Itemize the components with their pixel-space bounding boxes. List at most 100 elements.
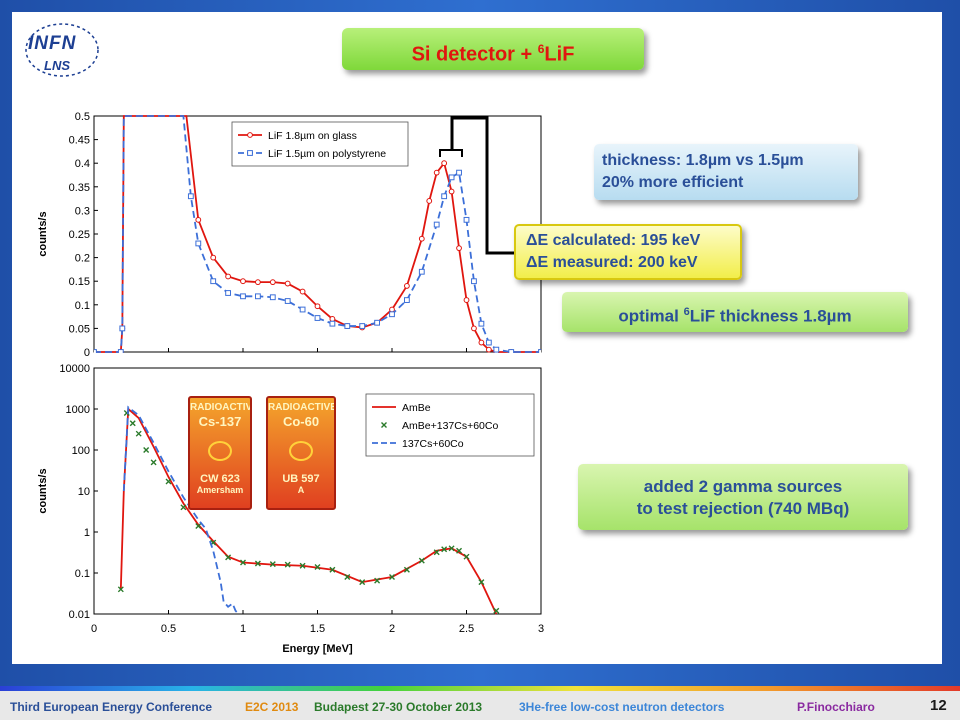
data-point <box>344 573 351 580</box>
chart-background <box>90 104 556 660</box>
data-point <box>448 174 455 181</box>
data-point <box>404 297 410 303</box>
legend-box <box>231 121 409 167</box>
logo-lns-text: LNS <box>44 58 70 73</box>
source-code: UB 597 <box>282 473 320 485</box>
thickness-line-1: thickness: 1.8µm vs 1.5µm <box>602 152 804 169</box>
data-point <box>284 280 291 287</box>
x-tick-label: 1 <box>240 623 246 635</box>
data-point <box>150 459 157 466</box>
legend-marker <box>247 132 253 138</box>
optimal-thickness-callout: optimal 6LiF thickness 1.8µm <box>562 292 908 332</box>
legend-marker <box>381 422 387 428</box>
data-point <box>433 221 440 228</box>
data-point <box>329 566 336 573</box>
y-tick-label: 0.01 <box>69 609 90 621</box>
data-point <box>433 549 440 556</box>
title-end: LiF <box>544 43 575 66</box>
y-tick-label: 0.35 <box>69 182 90 194</box>
data-point <box>117 586 124 593</box>
x-tick-label: 1.5 <box>310 623 325 635</box>
optimal-pre: optimal <box>618 306 684 326</box>
data-point <box>463 553 470 560</box>
data-point <box>403 566 410 573</box>
x-tick-label: 3 <box>538 623 544 635</box>
thickness-line-2: 20% more efficient <box>602 174 744 191</box>
data-point <box>240 559 246 566</box>
source-sub: Amersham <box>196 485 244 495</box>
x-tick-label: 0 <box>91 623 97 635</box>
gamma-line-1: added 2 gamma sources <box>643 477 843 496</box>
data-point <box>269 561 276 568</box>
data-point <box>426 198 433 204</box>
data-point <box>456 245 462 252</box>
data-point <box>180 504 187 511</box>
x-tick-label: 2.5 <box>459 623 474 635</box>
data-point <box>225 554 232 561</box>
data-point <box>441 193 448 200</box>
data-point <box>471 325 477 332</box>
footer-place: Budapest 27-30 October 2013 <box>314 700 483 714</box>
delta-e-line-2: ΔE measured: 200 keV <box>526 254 698 271</box>
optimal-post: LiF thickness 1.8µm <box>689 306 852 326</box>
radiation-ring-icon <box>208 441 232 461</box>
y-tick-label: 0 <box>84 347 90 359</box>
data-point <box>359 579 366 586</box>
series-group <box>94 115 541 353</box>
data-point <box>143 447 150 453</box>
data-point <box>508 349 515 353</box>
legend-label: LiF 1.5µm on polystyrene <box>268 148 386 160</box>
data-point <box>299 562 306 569</box>
source-code: CW 623 <box>200 473 240 485</box>
data-point <box>448 188 455 195</box>
y-tick-label: 0.4 <box>75 158 90 170</box>
series-line <box>94 115 541 353</box>
footer-conference: Third European Energy Conference <box>10 700 213 714</box>
data-point <box>195 240 202 247</box>
y-tick-label: 10000 <box>59 363 90 375</box>
data-point <box>538 349 541 353</box>
source-sub: A <box>297 485 305 495</box>
series-group <box>117 405 500 615</box>
data-point <box>135 430 142 437</box>
data-point <box>485 346 492 353</box>
y-tick-label: 0.1 <box>75 568 90 580</box>
chart-top-linear: 0 0.05 0.1 0.15 0.2 0.25 0.3 0.35 0.4 0.45 0.5 coun… <box>37 111 542 359</box>
data-point <box>195 216 202 223</box>
footer-short: E2C 2013 <box>245 700 299 714</box>
data-point <box>129 420 136 427</box>
data-point <box>269 279 276 286</box>
data-point <box>389 306 395 313</box>
data-point <box>471 278 477 285</box>
x-axis-label: Energy [MeV] <box>282 643 353 655</box>
legend-label: 137Cs+60Co <box>402 438 464 450</box>
source-header: RADIOACTIVE <box>190 402 252 413</box>
title-superscript: 6 <box>537 42 545 56</box>
logo-infn-text: INFN <box>28 33 77 54</box>
radiation-ring-icon <box>289 441 313 461</box>
data-point <box>240 293 246 300</box>
data-point <box>240 278 246 285</box>
y-tick-label: 0.1 <box>75 300 90 312</box>
y-tick-label: 0.2 <box>75 253 90 265</box>
legend-label: LiF 1.8µm on glass <box>268 130 357 142</box>
y-tick-label: 0.15 <box>69 276 90 288</box>
y-tick-label: 0.3 <box>75 205 90 217</box>
legend-box <box>365 393 535 457</box>
data-point <box>493 346 500 353</box>
data-point <box>456 169 462 176</box>
title-main: Si detector + <box>411 43 538 66</box>
data-point <box>441 546 448 553</box>
data-point <box>187 193 194 200</box>
data-point <box>441 160 448 167</box>
data-point <box>314 564 321 571</box>
y-axis-label: counts/s <box>37 468 49 513</box>
chart-bottom-log: 0.01 0.1 1 10 100 1000 10000 0 0.5 1 1.5 2 2.5 3 Energ… <box>37 363 544 655</box>
logo-orbit-icon <box>25 23 99 77</box>
data-point <box>359 323 366 329</box>
legend-label: AmBe+137Cs+60Co <box>402 420 498 432</box>
data-point <box>299 288 306 295</box>
callout-connector-line <box>450 116 516 255</box>
legend-label: AmBe <box>402 402 431 414</box>
data-point <box>269 294 276 301</box>
